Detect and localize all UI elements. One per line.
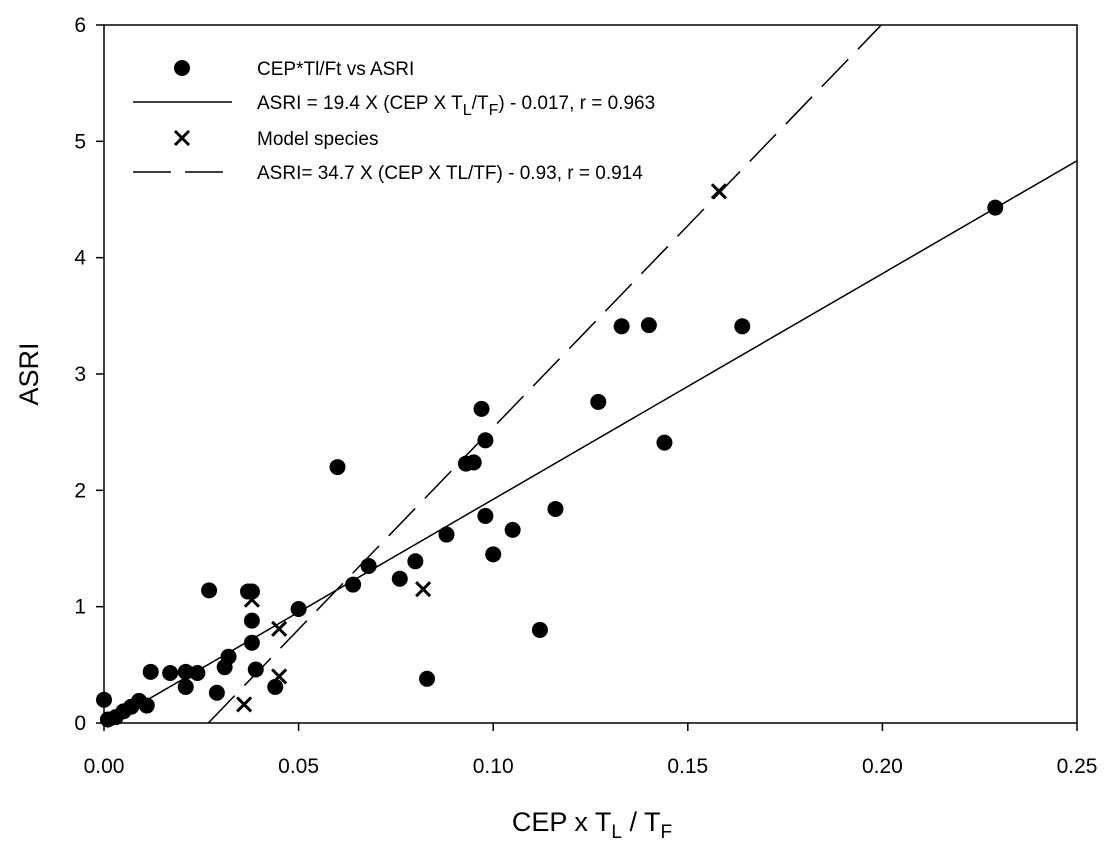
data-point-x — [415, 581, 432, 598]
data-point-dot — [177, 678, 194, 695]
x-tick-label: 0.20 — [862, 755, 903, 778]
data-point-dot — [734, 318, 751, 335]
legend-symbol-dot — [174, 60, 190, 76]
data-point-dot — [243, 612, 260, 629]
data-point-dot — [640, 317, 657, 334]
data-point-dot — [201, 582, 218, 599]
data-point-dot — [477, 507, 494, 524]
x-tick-label: 0.15 — [667, 755, 708, 778]
data-point-dot — [162, 664, 179, 681]
data-point-dot — [220, 648, 237, 665]
data-point-dot — [247, 661, 264, 678]
data-point-dot — [345, 576, 362, 593]
data-point-x — [271, 620, 288, 637]
x-tick-label: 0.00 — [84, 755, 125, 778]
data-point-dot — [407, 553, 424, 570]
data-point-dot — [613, 318, 630, 335]
data-point-dot — [243, 634, 260, 651]
data-point-dot — [208, 684, 225, 701]
legend-label: Model species — [257, 129, 378, 150]
data-point-dot — [243, 583, 260, 600]
legend-label-sub1: L — [463, 102, 472, 119]
data-point-dot — [477, 432, 494, 449]
y-tick-label: 5 — [74, 130, 86, 153]
data-point-dot — [590, 393, 607, 410]
data-point-dot — [329, 459, 346, 476]
legend-symbol-x — [173, 129, 191, 147]
axis-ticks: 0.00 0.05 0.10 0.15 0.20 0.25 0 1 2 3 4 5 6 — [74, 14, 1097, 778]
y-axis-title: ASRI — [14, 342, 44, 405]
x-tick-label: 0.05 — [278, 755, 319, 778]
data-point-dot — [485, 546, 502, 563]
y-tick-label: 6 — [74, 14, 86, 37]
data-point-dot — [656, 434, 673, 451]
x-axis-title-sub2: F — [661, 822, 673, 843]
legend-label: CEP*Tl/Ft vs ASRI — [257, 59, 414, 80]
fit-lines — [107, 25, 1077, 723]
legend: CEP*Tl/Ft vs ASRI ASRI = 19.4 X (CEP X TL… — [133, 59, 655, 184]
x-axis-title-mid: / T — [622, 807, 661, 837]
data-point-dot — [531, 621, 548, 638]
data-point-dot — [419, 670, 436, 687]
x-tick-label: 0.25 — [1057, 755, 1098, 778]
data-point-x — [243, 591, 260, 608]
data-point-dot — [290, 600, 307, 617]
y-tick-label: 2 — [74, 479, 86, 502]
data-point-x — [236, 696, 253, 713]
fit-line-solid — [107, 160, 1077, 723]
legend-label-pre: ASRI = 19.4 X (CEP X T — [257, 93, 463, 114]
x-tick-label: 0.10 — [473, 755, 514, 778]
data-point-x — [710, 183, 727, 200]
legend-label-mid: /T — [472, 93, 489, 114]
fit-line-dashed — [207, 25, 882, 723]
data-point-dot — [267, 678, 284, 695]
data-point-dot — [391, 570, 408, 587]
x-axis-title-base: CEP x T — [512, 807, 612, 837]
data-points — [96, 183, 1004, 728]
data-point-dot — [465, 454, 482, 471]
y-tick-label: 1 — [74, 596, 86, 619]
legend-label: ASRI = 19.4 X (CEP X TL/TF) - 0.017, r =… — [257, 93, 655, 119]
data-point-dot — [360, 557, 377, 574]
data-point-dot — [504, 521, 521, 538]
data-point-dot — [438, 526, 455, 543]
legend-label-post: ) - 0.017, r = 0.963 — [498, 93, 655, 114]
data-point-dot — [138, 697, 155, 714]
y-tick-label: 4 — [74, 247, 86, 270]
data-point-dot — [987, 199, 1004, 216]
legend-label: ASRI= 34.7 X (CEP X TL/TF) - 0.93, r = 0… — [257, 163, 643, 184]
data-point-dot — [473, 400, 490, 417]
x-axis-title-sub1: L — [611, 822, 622, 843]
data-point-dot — [547, 500, 564, 517]
y-tick-label: 3 — [74, 363, 86, 386]
data-point-dot — [177, 663, 194, 680]
x-axis-title: CEP x TL / TF — [512, 807, 672, 843]
data-point-dot — [142, 663, 159, 680]
legend-label-sub2: F — [489, 102, 499, 119]
data-point-dot — [189, 664, 206, 681]
y-tick-label: 0 — [74, 712, 86, 735]
data-point-x — [271, 668, 288, 685]
